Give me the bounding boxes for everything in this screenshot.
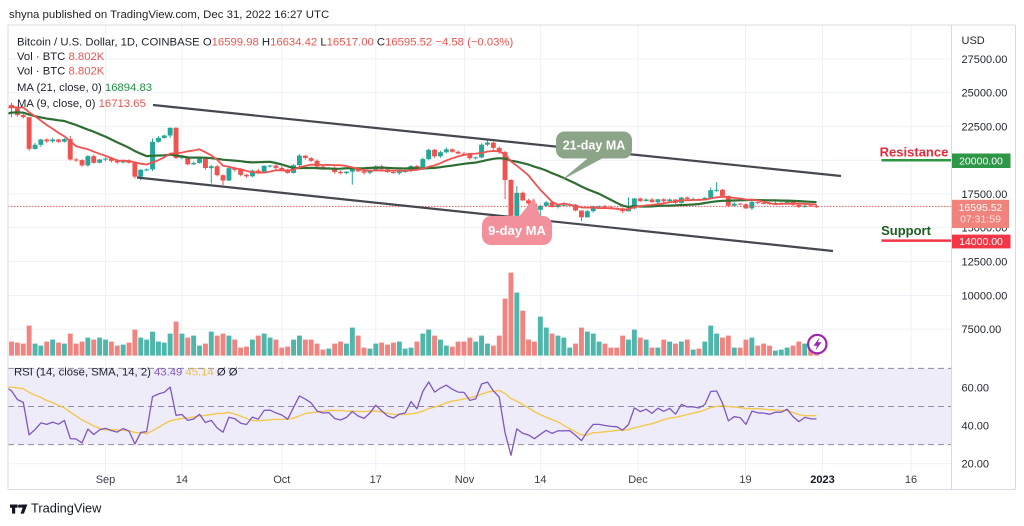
svg-text:14: 14 bbox=[534, 474, 546, 486]
svg-text:17500.00: 17500.00 bbox=[962, 189, 1008, 201]
svg-text:Bitcoin / U.S. Dollar, 1D, COI: Bitcoin / U.S. Dollar, 1D, COINBASE O165… bbox=[17, 37, 513, 49]
svg-text:21-day MA: 21-day MA bbox=[563, 139, 626, 153]
svg-text:14: 14 bbox=[176, 474, 188, 486]
svg-text:TradingView: TradingView bbox=[31, 501, 102, 516]
svg-text:12500.00: 12500.00 bbox=[962, 257, 1008, 269]
svg-text:Vol · BTC 8.802K: Vol · BTC 8.802K bbox=[17, 51, 105, 63]
svg-text:20000.00: 20000.00 bbox=[959, 156, 1003, 168]
svg-text:Sep: Sep bbox=[96, 474, 116, 486]
svg-text:17: 17 bbox=[370, 474, 382, 486]
svg-text:Resistance: Resistance bbox=[880, 145, 949, 160]
svg-text:Oct: Oct bbox=[273, 474, 290, 486]
svg-text:MA (21, close, 0) 16894.83: MA (21, close, 0) 16894.83 bbox=[17, 82, 152, 94]
svg-text:60.00: 60.00 bbox=[962, 382, 990, 394]
svg-text:19: 19 bbox=[739, 474, 751, 486]
svg-text:shyna published on TradingView: shyna published on TradingView.com, Dec … bbox=[9, 9, 329, 21]
svg-text:Support: Support bbox=[881, 223, 931, 238]
svg-text:10000.00: 10000.00 bbox=[962, 290, 1008, 302]
svg-text:14000.00: 14000.00 bbox=[959, 236, 1003, 248]
svg-text:Vol · BTC 8.802K: Vol · BTC 8.802K bbox=[17, 66, 105, 78]
svg-text:RSI (14, close, SMA, 14, 2) 43: RSI (14, close, SMA, 14, 2) 43.49 45.14 … bbox=[14, 366, 238, 378]
svg-text:20.00: 20.00 bbox=[962, 459, 990, 471]
svg-text:22500.00: 22500.00 bbox=[962, 121, 1008, 133]
svg-text:7500.00: 7500.00 bbox=[962, 324, 1002, 336]
svg-text:MA (9, close, 0) 16713.65: MA (9, close, 0) 16713.65 bbox=[17, 98, 146, 110]
svg-text:16595.52: 16595.52 bbox=[959, 202, 1003, 214]
svg-text:Dec: Dec bbox=[628, 474, 648, 486]
svg-text:27500.00: 27500.00 bbox=[962, 54, 1008, 66]
svg-text:9-day MA: 9-day MA bbox=[488, 223, 546, 238]
svg-text:2023: 2023 bbox=[810, 474, 834, 486]
svg-text:Nov: Nov bbox=[455, 474, 475, 486]
svg-text:40.00: 40.00 bbox=[962, 421, 990, 433]
svg-text:25000.00: 25000.00 bbox=[962, 88, 1008, 100]
svg-text:07:31:59: 07:31:59 bbox=[960, 213, 1001, 225]
svg-text:USD: USD bbox=[962, 35, 985, 47]
svg-text:16: 16 bbox=[905, 474, 917, 486]
